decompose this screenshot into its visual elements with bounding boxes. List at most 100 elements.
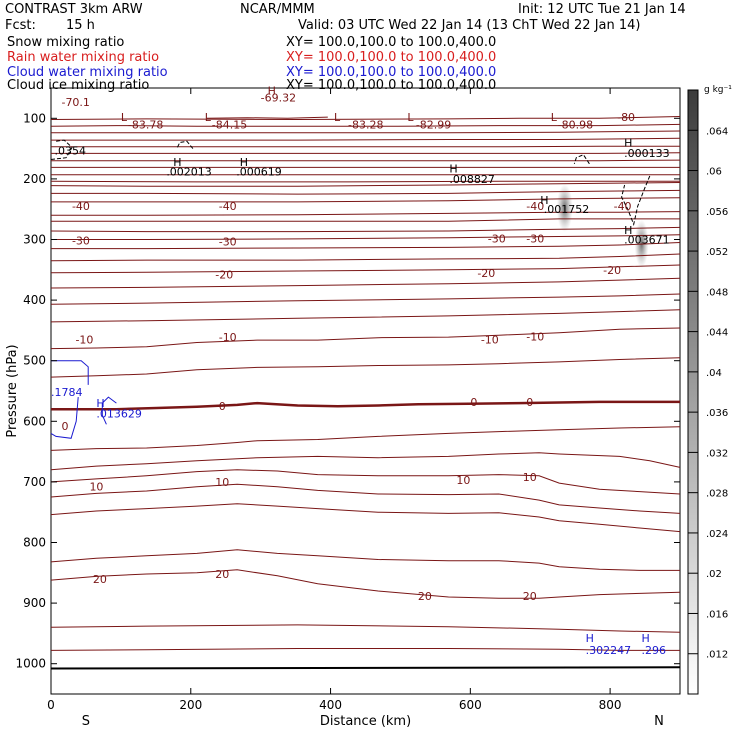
isotherm-label: -10 (526, 330, 544, 343)
colorbar-label: .06 (706, 167, 722, 178)
snow-value-label: .002013 (166, 166, 212, 179)
colorbar (687, 89, 699, 695)
isotherm-line (50, 182, 681, 187)
isotherm-label: -80 (617, 111, 635, 124)
colorbar-unit: g kg⁻¹ (704, 85, 732, 95)
isotherm-label: 0 (526, 396, 533, 409)
field-xy-cloud-ice: XY= 100.0,100.0 to 100.0,400.0 (286, 78, 497, 93)
cloud-water-contour (50, 397, 79, 439)
surface-line (50, 666, 681, 670)
isotherm-label: -10 (75, 333, 93, 346)
field-xy-cloud-water: XY= 100.0,100.0 to 100.0,400.0 (286, 65, 497, 80)
isotherm-line (50, 253, 681, 262)
field-name-snow: Snow mixing ratio (7, 35, 125, 50)
isotherm-line (50, 116, 681, 121)
isotherm-label: -69.32 (261, 92, 296, 105)
x-tick-label: 400 (319, 698, 342, 712)
isotherm-line (50, 293, 681, 305)
low-marker: L (551, 111, 558, 124)
init-time: Init: 12 UTC Tue 21 Jan 14 (518, 2, 686, 17)
isotherm-line (50, 277, 681, 289)
isotherm-label: -80.98 (558, 118, 593, 131)
isotherm-line (51, 137, 681, 141)
isotherm-line (50, 452, 681, 471)
high-marker: H (540, 194, 548, 207)
isotherm-line (50, 549, 680, 571)
colorbar-label: .056 (706, 207, 728, 218)
isotherm-label: 0 (219, 400, 226, 413)
y-tick-label: 200 (23, 172, 46, 186)
y-tick-label: 100 (23, 111, 46, 125)
cloud-water-label: .013629 (96, 407, 142, 420)
isotherm-line (50, 357, 681, 378)
isotherm-line (51, 159, 681, 162)
cloud-water-label: H (96, 397, 104, 410)
snow-shading (556, 183, 573, 232)
isotherm-line (51, 189, 681, 195)
cloud-water-label: H (642, 632, 650, 645)
isotherm-line (51, 197, 681, 203)
isotherm-label: 10 (456, 474, 470, 487)
isotherm-group (50, 116, 681, 651)
north-label: N (654, 714, 664, 729)
isotherm-line (50, 469, 681, 495)
high-marker: H (240, 156, 248, 169)
isotherm-line (50, 648, 680, 651)
cloud-water-label: .1784 (51, 386, 83, 399)
colorbar-label: .032 (706, 448, 728, 459)
isotherm-line (51, 130, 681, 134)
snow-value-label: .000133 (624, 147, 670, 160)
y-tick-label: 300 (23, 233, 46, 247)
snow-value-label: .0354 (54, 144, 86, 157)
isotherm-line (51, 145, 680, 148)
isotherm-label: -10 (481, 333, 499, 346)
low-marker: L (121, 111, 128, 124)
x-tick-label: 0 (47, 698, 55, 712)
field-name-cloud-ice: Cloud ice mixing ratio (7, 78, 150, 93)
y-tick-label: 800 (23, 536, 46, 550)
isotherm-line (50, 426, 681, 451)
snow-contour (50, 139, 73, 160)
model-title: CONTRAST 3km ARW (5, 2, 143, 17)
isotherm-label: 0 (470, 396, 477, 409)
cloud-water-label: H (586, 632, 594, 645)
isotherm-label: -40 (614, 200, 632, 213)
snow-contours (50, 139, 651, 226)
isotherm-line (50, 569, 681, 599)
isotherm-label: 10 (89, 481, 103, 494)
snow-value-label: .000619 (236, 166, 282, 179)
isotherm-label: -84.15 (212, 118, 247, 131)
isotherm-label: -83.78 (128, 118, 163, 131)
field-xy-rain: XY= 100.0,100.0 to 100.0,400.0 (286, 50, 497, 65)
isotherm-line (50, 503, 681, 533)
isotherm-label: -30 (72, 235, 90, 248)
isotherm-label: 20 (418, 590, 432, 603)
colorbar-label: .016 (706, 609, 728, 620)
snow-value-label: .003671 (624, 234, 670, 247)
isotherm-label: -40 (526, 200, 544, 213)
plot-frame (50, 87, 681, 695)
isotherm-line (51, 234, 681, 240)
south-label: S (82, 714, 90, 729)
isotherm-label: -70.1 (61, 96, 89, 109)
y-tick-label: 600 (23, 414, 46, 428)
isotherm-label: -30 (526, 232, 544, 245)
isotherm-label: -30 (488, 232, 506, 245)
isotherm-label: 0 (61, 420, 68, 433)
y-axis-title: Pressure (hPa) (5, 344, 20, 437)
y-tick-label: 700 (23, 475, 46, 489)
x-tick-label: 200 (179, 698, 202, 712)
colorbar-label: .044 (706, 328, 728, 339)
colorbar-label: .012 (706, 650, 728, 661)
isotherm-label: 10 (523, 471, 537, 484)
isotherm-line (206, 116, 328, 119)
colorbar-label: .02 (706, 569, 722, 580)
isotherm-label: -82.99 (416, 118, 451, 131)
isotherm-label: -40 (219, 200, 237, 213)
cloud-water-label: .302247 (586, 644, 632, 657)
isotherm-line (51, 242, 681, 250)
isotherm-label: -20 (215, 269, 233, 282)
fcst-value: 15 h (66, 18, 95, 33)
isotherm-label: -20 (477, 267, 495, 280)
